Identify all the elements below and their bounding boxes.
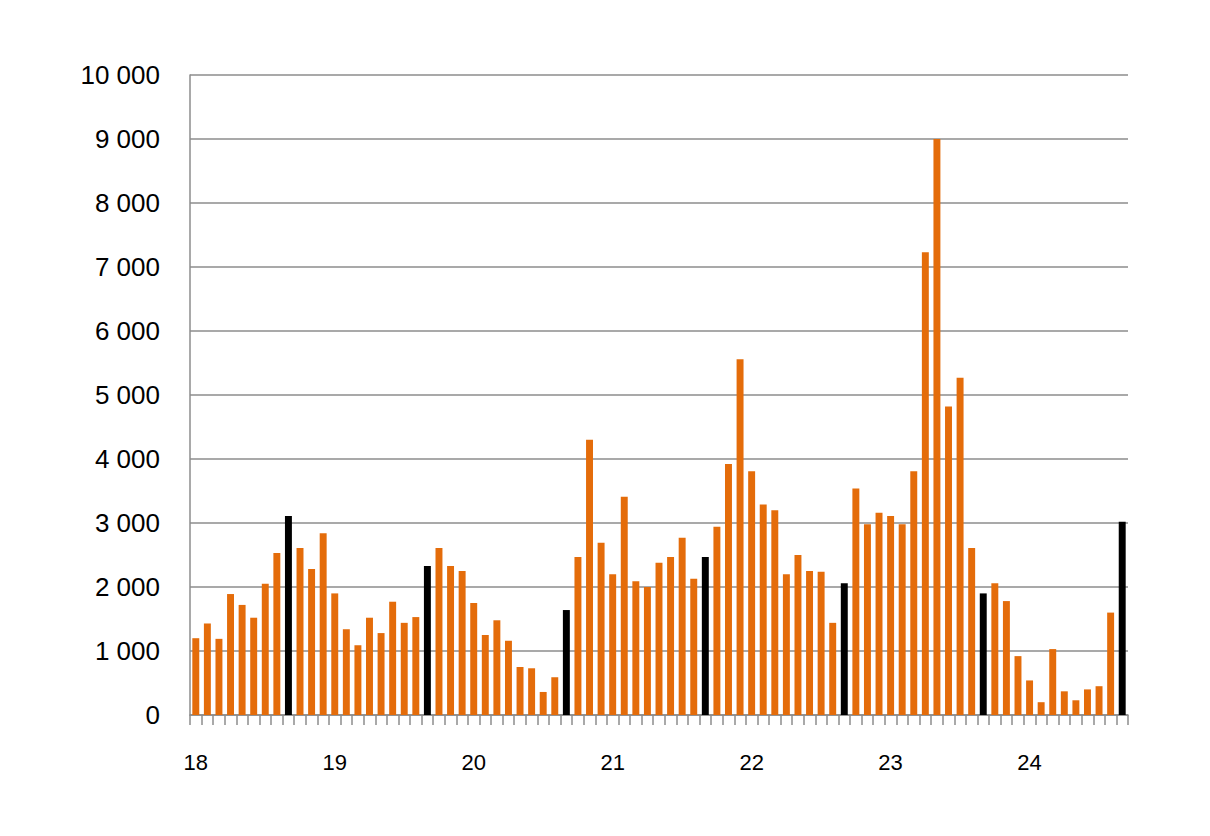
svg-text:8 000: 8 000 xyxy=(95,188,160,218)
svg-text:20: 20 xyxy=(461,750,485,775)
svg-text:19: 19 xyxy=(323,750,347,775)
svg-text:7 000: 7 000 xyxy=(95,252,160,282)
svg-text:1 000: 1 000 xyxy=(95,636,160,666)
svg-text:10 000: 10 000 xyxy=(80,60,160,90)
svg-text:23: 23 xyxy=(878,750,902,775)
svg-text:6 000: 6 000 xyxy=(95,316,160,346)
svg-text:18: 18 xyxy=(184,750,208,775)
svg-text:21: 21 xyxy=(600,750,624,775)
svg-text:22: 22 xyxy=(739,750,763,775)
svg-text:4 000: 4 000 xyxy=(95,444,160,474)
svg-text:24: 24 xyxy=(1017,750,1041,775)
svg-text:2 000: 2 000 xyxy=(95,572,160,602)
svg-text:9 000: 9 000 xyxy=(95,124,160,154)
svg-text:5 000: 5 000 xyxy=(95,380,160,410)
svg-text:0: 0 xyxy=(146,700,160,730)
svg-text:3 000: 3 000 xyxy=(95,508,160,538)
